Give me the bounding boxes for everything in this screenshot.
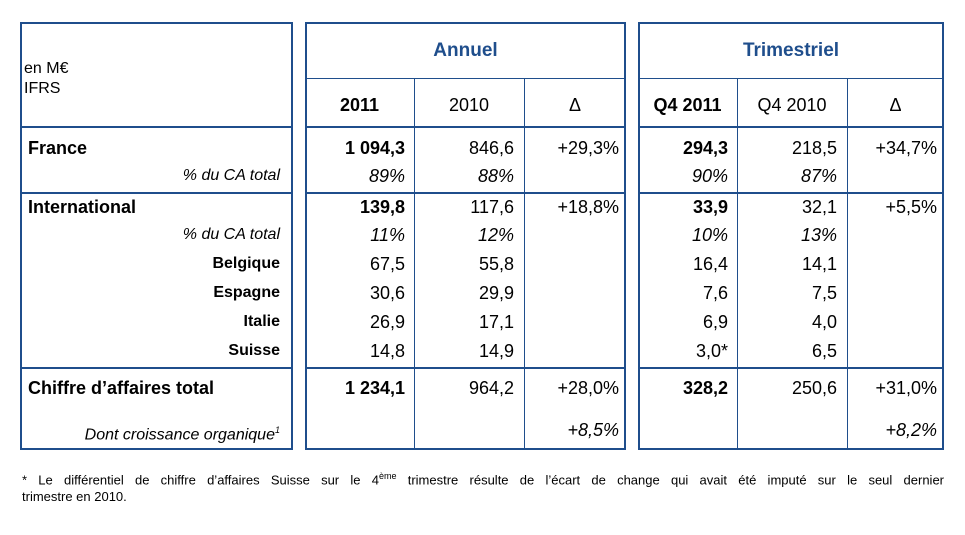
- annual-title: Annuel: [433, 40, 498, 61]
- col-header-2010: 2010: [448, 95, 490, 115]
- international-bottom-line: [305, 367, 626, 369]
- quarterly-section-frame: [638, 22, 944, 450]
- france-bottom-line: [20, 192, 293, 194]
- cell: 1 094,3: [344, 138, 405, 158]
- cell: 4,0: [811, 312, 837, 332]
- cell: 117,6: [470, 197, 514, 217]
- col-divider: [737, 79, 738, 450]
- cell: +28,0%: [557, 378, 619, 398]
- cell: 14,8: [369, 341, 405, 361]
- cell: +8,5%: [567, 420, 619, 440]
- cell: 218,5: [791, 138, 837, 158]
- cell: +5,5%: [885, 197, 937, 217]
- cell: 3,0*: [695, 341, 728, 361]
- cell: 26,9: [369, 312, 405, 332]
- cell: 16,4: [692, 254, 728, 274]
- international-bottom-line: [20, 367, 293, 369]
- standard-label: IFRS: [24, 80, 61, 97]
- col-header-q4-2010: Q4 2010: [757, 95, 827, 115]
- cell: 55,8: [478, 254, 514, 274]
- cell: 10%: [691, 225, 728, 245]
- cell: 846,6: [468, 138, 514, 158]
- row-label-intl-pct: % du CA total: [182, 226, 280, 243]
- cell: 30,6: [369, 283, 405, 303]
- quarterly-title: Trimestriel: [742, 40, 840, 61]
- row-label-total: Chiffre d’affaires total: [28, 378, 215, 398]
- cell: 14,9: [478, 341, 514, 361]
- header-bottom-line: [638, 126, 944, 128]
- row-label-france: France: [28, 138, 88, 158]
- cell: 250,6: [791, 378, 837, 398]
- cell: +34,7%: [875, 138, 937, 158]
- organic-label-text: Dont croissance organique: [84, 426, 275, 444]
- cell: +18,8%: [557, 197, 619, 217]
- quarterly-title-divider: [638, 78, 944, 79]
- cell: 7,6: [702, 283, 728, 303]
- col-header-q4-2011: Q4 2011: [653, 95, 722, 115]
- footnote-text: * Le différentiel de chiffre d’affaires …: [22, 472, 379, 488]
- footnote-sup: ème: [378, 471, 397, 481]
- footnote-text: trimestre résulte de l’écart de change q…: [396, 472, 945, 488]
- cell: +29,3%: [557, 138, 619, 158]
- cell: 1 234,1: [344, 378, 405, 398]
- cell: 6,9: [702, 312, 728, 332]
- cell: 89%: [368, 166, 405, 186]
- cell: 17,1: [478, 312, 514, 332]
- cell: 964,2: [468, 378, 514, 398]
- cell: 12%: [477, 225, 514, 245]
- cell: 11%: [370, 225, 405, 245]
- france-bottom-line: [638, 192, 944, 194]
- footnote: * Le différentiel de chiffre d’affaires …: [22, 468, 944, 505]
- cell: +31,0%: [875, 378, 937, 398]
- row-label-international: International: [28, 197, 137, 217]
- cell: 87%: [800, 166, 837, 186]
- footnote-marker: 1: [274, 425, 280, 435]
- row-label-belgique: Belgique: [212, 255, 280, 272]
- col-header-2011: 2011: [339, 95, 380, 115]
- cell: 328,2: [682, 378, 728, 398]
- col-divider: [847, 79, 848, 450]
- cell: 33,9: [692, 197, 728, 217]
- col-divider: [414, 79, 415, 450]
- cell: 90%: [691, 166, 728, 186]
- row-label-suisse: Suisse: [228, 342, 280, 359]
- cell: +8,2%: [885, 420, 937, 440]
- header-bottom-line: [305, 126, 626, 128]
- annual-title-divider: [305, 78, 626, 79]
- cell: 29,9: [478, 283, 514, 303]
- header-bottom-line: [20, 126, 293, 128]
- international-bottom-line: [638, 367, 944, 369]
- row-label-france-pct: % du CA total: [182, 167, 280, 184]
- cell: 7,5: [811, 283, 837, 303]
- annual-section-frame: [305, 22, 626, 450]
- cell: 88%: [477, 166, 514, 186]
- row-label-organic: Dont croissance organique1: [20, 421, 280, 444]
- france-bottom-line: [305, 192, 626, 194]
- cell: 14,1: [801, 254, 837, 274]
- row-label-italie: Italie: [243, 313, 280, 330]
- col-header-qdelta: Δ: [889, 95, 902, 115]
- cell: 32,1: [801, 197, 837, 217]
- cell: 67,5: [369, 254, 405, 274]
- label-column-frame: [20, 22, 293, 450]
- cell: 294,3: [682, 138, 728, 158]
- cell: 13%: [800, 225, 837, 245]
- col-divider: [524, 79, 525, 450]
- cell: 139,8: [359, 197, 405, 217]
- cell: 6,5: [811, 341, 837, 361]
- footnote-line-2: trimestre en 2010.: [22, 489, 127, 505]
- footnote-line-1: * Le différentiel de chiffre d’affaires …: [22, 468, 944, 488]
- row-label-espagne: Espagne: [213, 284, 280, 301]
- unit-label: en M€: [24, 60, 69, 77]
- col-header-delta: Δ: [568, 95, 582, 115]
